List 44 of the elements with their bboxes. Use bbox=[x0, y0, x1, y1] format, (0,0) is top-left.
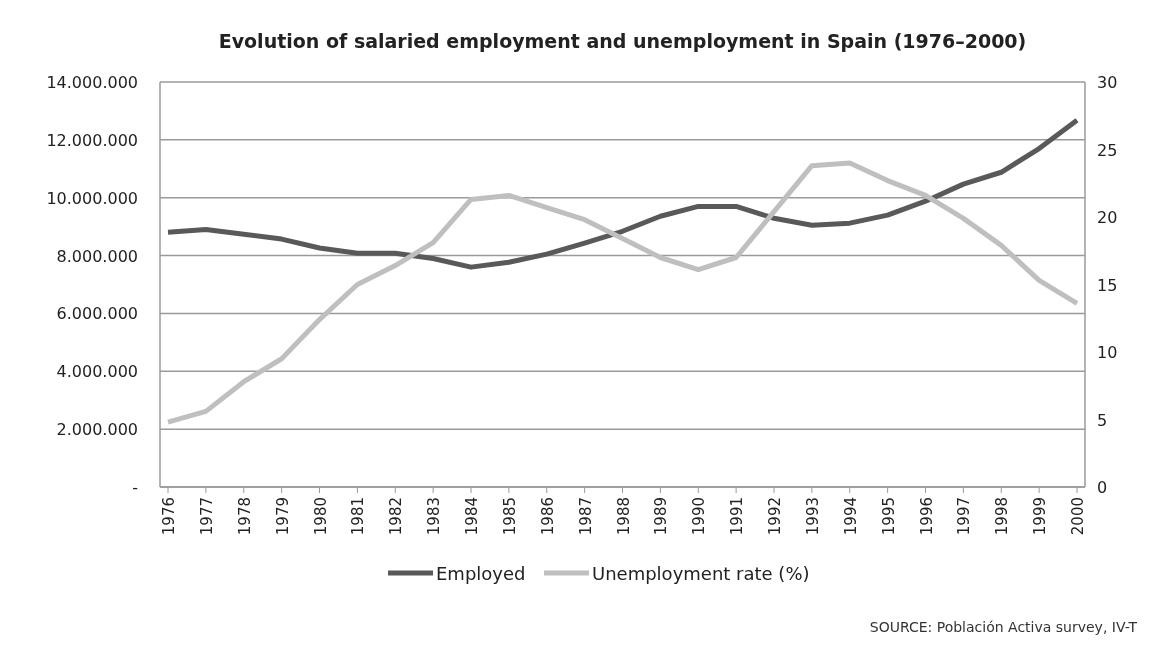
x-tick-label: 1982 bbox=[387, 497, 406, 536]
x-tick-label: 1991 bbox=[728, 497, 747, 536]
x-tick-label: 1997 bbox=[955, 497, 974, 536]
x-tick-label: 1993 bbox=[803, 497, 822, 536]
y2-tick-label: 0 bbox=[1097, 478, 1108, 497]
x-tick-label: 1992 bbox=[766, 497, 784, 536]
y2-tick-label: 30 bbox=[1097, 73, 1118, 92]
x-tick-label: 1990 bbox=[690, 497, 709, 536]
x-tick-label: 1979 bbox=[273, 497, 292, 536]
x-tick-label: 2000 bbox=[1069, 497, 1087, 536]
y-tick-label: 8.000.000 bbox=[56, 246, 138, 266]
y-tick-label: 2.000.000 bbox=[56, 420, 138, 440]
x-tick-label: 1977 bbox=[197, 497, 216, 536]
y2-tick-label: 10 bbox=[1097, 343, 1118, 362]
x-tick-label: 1983 bbox=[425, 497, 444, 536]
source-note: SOURCE: Población Activa survey, IV-T bbox=[869, 619, 1138, 635]
x-tick-label: 1999 bbox=[1031, 497, 1050, 536]
x-tick-label: 1978 bbox=[235, 497, 254, 536]
y-tick-label: 4.000.000 bbox=[56, 362, 138, 382]
x-tick-label: 1995 bbox=[879, 497, 898, 536]
x-tick-label: 1986 bbox=[538, 497, 557, 536]
y2-tick-label: 20 bbox=[1097, 208, 1118, 227]
y-tick-label: 6.000.000 bbox=[56, 304, 138, 324]
x-tick-label: 1994 bbox=[841, 497, 860, 536]
x-tick-label: 1998 bbox=[993, 497, 1012, 536]
x-tick-label: 1981 bbox=[349, 497, 368, 536]
y-tick-label: 12.000.000 bbox=[46, 130, 138, 150]
x-tick-label: 1985 bbox=[500, 497, 519, 536]
x-tick-label: 1984 bbox=[463, 497, 481, 536]
y2-tick-label: 15 bbox=[1097, 275, 1118, 295]
x-tick-label: 1980 bbox=[311, 497, 330, 536]
x-tick-label: 1976 bbox=[160, 497, 178, 536]
legend-label: Employed bbox=[436, 563, 526, 584]
x-tick-label: 1989 bbox=[652, 497, 671, 536]
y2-tick-label: 5 bbox=[1097, 410, 1108, 430]
x-tick-label: 1996 bbox=[917, 497, 936, 536]
chart-title: Evolution of salaried employment and unemployment in Spain (1976–2000) bbox=[218, 30, 1027, 52]
y-tick-label: 10.000.000 bbox=[46, 188, 138, 208]
legend-label: Unemployment rate (%) bbox=[592, 563, 810, 584]
y-tick-label: - bbox=[132, 478, 138, 497]
x-tick-label: 1988 bbox=[614, 497, 633, 536]
y-tick-label: 14.000.000 bbox=[46, 73, 138, 92]
y2-tick-label: 25 bbox=[1097, 140, 1118, 160]
x-tick-label: 1987 bbox=[576, 497, 595, 536]
